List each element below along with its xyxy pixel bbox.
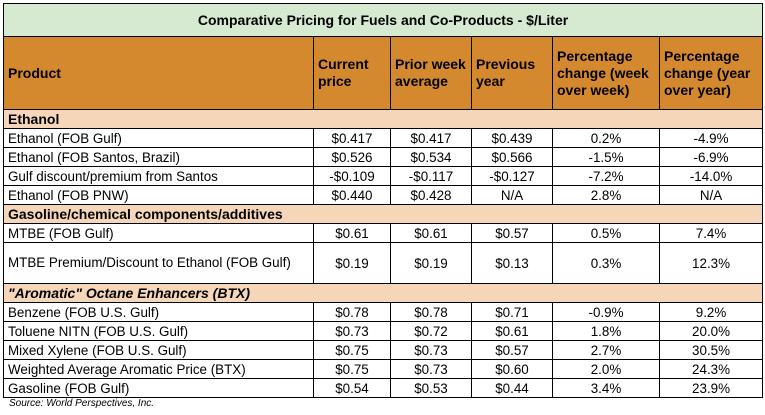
- prior-week-cell: $0.53: [390, 378, 472, 398]
- previous-year-cell: -$0.127: [471, 166, 553, 186]
- header-product: Product: [3, 36, 314, 110]
- wow-change-cell: 2.7%: [552, 340, 660, 360]
- yoy-change-cell: 12.3%: [658, 242, 764, 284]
- current-price-cell: $0.75: [313, 359, 391, 379]
- section-title: Ethanol: [2, 109, 764, 129]
- current-price-cell: $0.73: [313, 321, 391, 341]
- product-cell: MTBE Premium/Discount to Ethanol (FOB Gu…: [3, 242, 314, 284]
- table-row: Ethanol (FOB PNW) $0.440 $0.428 N/A 2.8% N/A: [3, 185, 764, 205]
- table-row: Ethanol (FOB Santos, Brazil) $0.526 $0.534…: [3, 147, 764, 167]
- product-cell: Weighted Average Aromatic Price (BTX): [3, 359, 314, 379]
- yoy-change-cell: 20.0%: [658, 321, 764, 341]
- product-cell: Gasoline (FOB Gulf): [3, 378, 314, 398]
- prior-week-cell: -$0.117: [390, 166, 472, 186]
- yoy-change-cell: 9.2%: [658, 302, 764, 322]
- product-cell: Benzene (FOB U.S. Gulf): [3, 302, 314, 322]
- product-cell: MTBE (FOB Gulf): [3, 223, 314, 243]
- header-current-price: Current price: [313, 36, 391, 110]
- wow-change-cell: 0.3%: [552, 242, 660, 284]
- prior-week-cell: $0.428: [390, 185, 472, 205]
- yoy-change-cell: -14.0%: [658, 166, 764, 186]
- prior-week-cell: $0.417: [390, 128, 472, 148]
- prior-week-cell: $0.534: [390, 147, 472, 167]
- pricing-table: Comparative Pricing for Fuels and Co-Pro…: [2, 3, 764, 398]
- product-cell: Toluene NITN (FOB U.S. Gulf): [3, 321, 314, 341]
- prior-week-cell: $0.72: [390, 321, 472, 341]
- yoy-change-cell: N/A: [658, 185, 764, 205]
- wow-change-cell: 0.2%: [552, 128, 660, 148]
- header-yoy-change: Percentage change (year over year): [658, 36, 764, 110]
- previous-year-cell: $0.71: [471, 302, 553, 322]
- yoy-change-cell: -4.9%: [658, 128, 764, 148]
- current-price-cell: $0.526: [313, 147, 391, 167]
- wow-change-cell: 0.5%: [552, 223, 660, 243]
- product-cell: Ethanol (FOB Gulf): [3, 128, 314, 148]
- previous-year-cell: $0.566: [471, 147, 553, 167]
- yoy-change-cell: 24.3%: [658, 359, 764, 379]
- wow-change-cell: -0.9%: [552, 302, 660, 322]
- section-title: "Aromatic" Octane Enhancers (BTX): [2, 283, 764, 303]
- header-row: Product Current price Prior week average…: [3, 36, 764, 110]
- header-prior-week: Prior week average: [390, 36, 472, 110]
- yoy-change-cell: -6.9%: [658, 147, 764, 167]
- pricing-table-container: Comparative Pricing for Fuels and Co-Pro…: [2, 3, 764, 398]
- table-row: MTBE (FOB Gulf) $0.61 $0.61 $0.57 0.5% 7.4%: [3, 223, 764, 243]
- section-title: Gasoline/chemical components/additives: [2, 204, 764, 224]
- current-price-cell: $0.417: [313, 128, 391, 148]
- product-cell: Gulf discount/premium from Santos: [3, 166, 314, 186]
- previous-year-cell: $0.57: [471, 340, 553, 360]
- previous-year-cell: $0.44: [471, 378, 553, 398]
- section-row: Ethanol: [2, 109, 764, 129]
- prior-week-cell: $0.73: [390, 340, 472, 360]
- prior-week-cell: $0.19: [390, 242, 472, 284]
- yoy-change-cell: 23.9%: [658, 378, 764, 398]
- table-row: Ethanol (FOB Gulf) $0.417 $0.417 $0.439 0.2%…: [3, 128, 764, 148]
- previous-year-cell: $0.439: [471, 128, 553, 148]
- current-price-cell: -$0.109: [313, 166, 391, 186]
- prior-week-cell: $0.78: [390, 302, 472, 322]
- source-note: Source: World Perspectives, Inc.: [9, 398, 155, 409]
- table-row: Benzene (FOB U.S. Gulf) $0.78 $0.78 $0.71 -0…: [3, 302, 764, 322]
- table-row: MTBE Premium/Discount to Ethanol (FOB Gu…: [3, 242, 764, 284]
- yoy-change-cell: 30.5%: [658, 340, 764, 360]
- title-row: Comparative Pricing for Fuels and Co-Pro…: [2, 3, 764, 37]
- prior-week-cell: $0.61: [390, 223, 472, 243]
- previous-year-cell: $0.57: [471, 223, 553, 243]
- current-price-cell: $0.54: [313, 378, 391, 398]
- current-price-cell: $0.75: [313, 340, 391, 360]
- prior-week-cell: $0.73: [390, 359, 472, 379]
- table-row: Weighted Average Aromatic Price (BTX) $0.…: [3, 359, 764, 379]
- wow-change-cell: -7.2%: [552, 166, 660, 186]
- table-row: Mixed Xylene (FOB U.S. Gulf) $0.75 $0.73 $0…: [3, 340, 764, 360]
- current-price-cell: $0.440: [313, 185, 391, 205]
- section-row: "Aromatic" Octane Enhancers (BTX): [2, 283, 764, 303]
- wow-change-cell: 2.0%: [552, 359, 660, 379]
- product-cell: Ethanol (FOB Santos, Brazil): [3, 147, 314, 167]
- current-price-cell: $0.19: [313, 242, 391, 284]
- previous-year-cell: $0.60: [471, 359, 553, 379]
- wow-change-cell: 2.8%: [552, 185, 660, 205]
- header-previous-year: Previous year: [471, 36, 553, 110]
- wow-change-cell: -1.5%: [552, 147, 660, 167]
- table-row: Toluene NITN (FOB U.S. Gulf) $0.73 $0.72 $0…: [3, 321, 764, 341]
- table-title: Comparative Pricing for Fuels and Co-Pro…: [2, 3, 764, 37]
- previous-year-cell: $0.61: [471, 321, 553, 341]
- wow-change-cell: 1.8%: [552, 321, 660, 341]
- previous-year-cell: N/A: [471, 185, 553, 205]
- yoy-change-cell: 7.4%: [658, 223, 764, 243]
- wow-change-cell: 3.4%: [552, 378, 660, 398]
- table-row: Gulf discount/premium from Santos -$0.109…: [3, 166, 764, 186]
- previous-year-cell: $0.13: [471, 242, 553, 284]
- product-cell: Mixed Xylene (FOB U.S. Gulf): [3, 340, 314, 360]
- current-price-cell: $0.78: [313, 302, 391, 322]
- section-row: Gasoline/chemical components/additives: [2, 204, 764, 224]
- header-wow-change: Percentage change (week over week): [552, 36, 660, 110]
- current-price-cell: $0.61: [313, 223, 391, 243]
- product-cell: Ethanol (FOB PNW): [3, 185, 314, 205]
- table-row: Gasoline (FOB Gulf) $0.54 $0.53 $0.44 3.4% 23…: [3, 378, 764, 398]
